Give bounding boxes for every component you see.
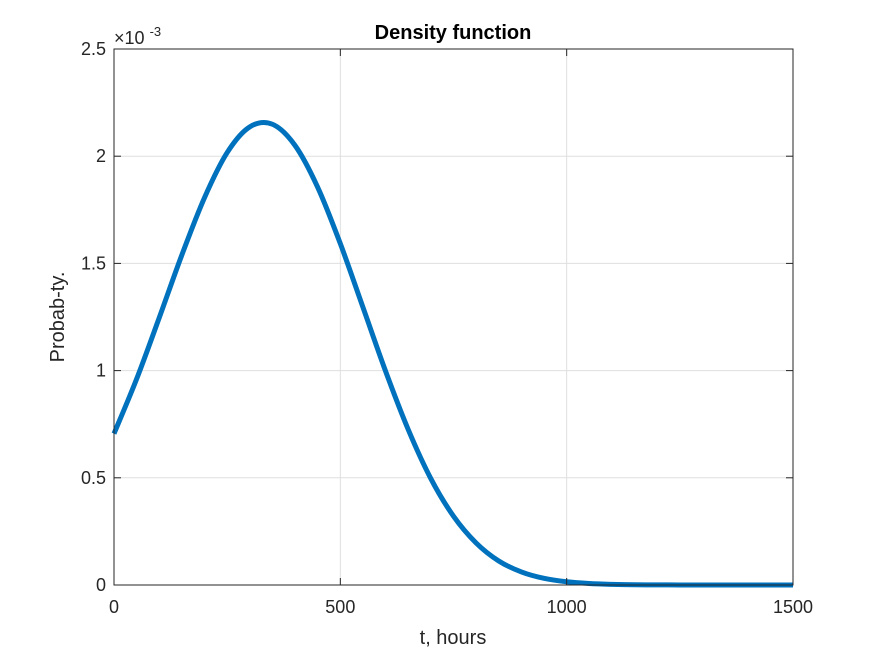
- y-exponent-base: ×10: [114, 28, 145, 48]
- y-tick-labels: 0 0.5 1 1.5 2 2.5: [81, 39, 106, 595]
- density-curve: [111, 119, 793, 588]
- y-tick-label: 0.5: [81, 468, 106, 488]
- tick-marks: [113, 48, 794, 586]
- y-tick-label: 1.5: [81, 253, 106, 273]
- chart-title: Density function: [375, 22, 532, 44]
- y-tick-label: 0: [96, 575, 106, 595]
- x-tick-label: 1500: [773, 597, 813, 617]
- y-tick-label: 2.5: [81, 39, 106, 59]
- x-tick-labels: 0 500 1000 1500: [109, 597, 813, 617]
- series-layer: [111, 119, 793, 588]
- y-tick-label: 1: [96, 361, 106, 381]
- x-tick-label: 500: [325, 597, 355, 617]
- y-axis-label: Probab-ty.: [47, 272, 69, 363]
- y-tick-label: 2: [96, 146, 106, 166]
- x-tick-label: 0: [109, 597, 119, 617]
- axes-box: [113, 48, 794, 586]
- grid-lines: [113, 48, 794, 586]
- x-tick-label: 1000: [547, 597, 587, 617]
- y-exponent-label: ×10 -3: [114, 24, 161, 48]
- x-axis-label: t, hours: [420, 627, 487, 649]
- y-exponent-power: -3: [150, 24, 162, 39]
